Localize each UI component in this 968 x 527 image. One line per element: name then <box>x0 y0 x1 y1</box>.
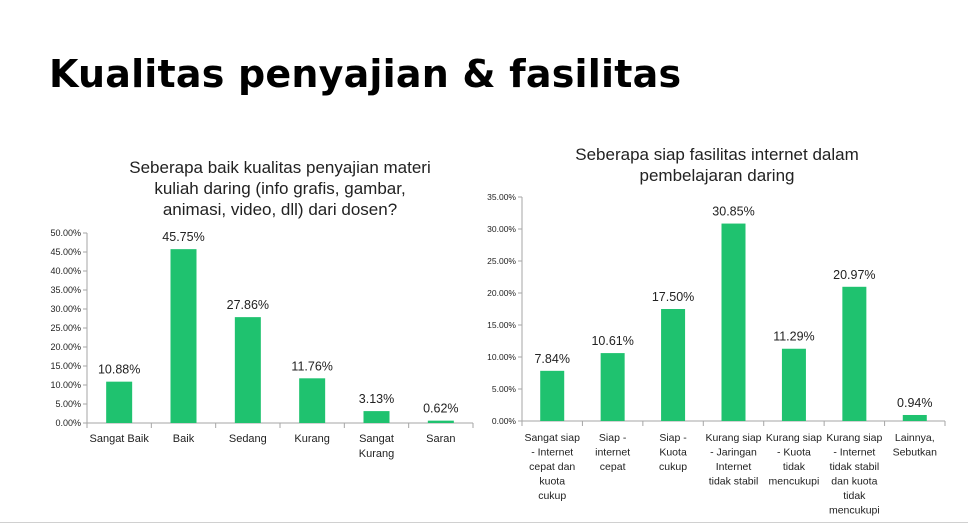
x-category-label: Saran <box>426 433 455 445</box>
bar <box>781 348 806 421</box>
y-tick-label: 45.00% <box>50 247 81 257</box>
bar <box>600 353 625 421</box>
y-tick-label: 15.00% <box>50 361 81 371</box>
chart-1-title-line: animasi, video, dll) dari dosen? <box>162 200 398 219</box>
x-category-label: kuota <box>539 476 565 488</box>
x-category-label: tidak <box>783 461 806 473</box>
x-category-label: - Kuota <box>777 447 811 459</box>
slide-divider <box>0 522 968 523</box>
bar <box>540 370 565 421</box>
x-category-label: tidak stabil <box>709 476 759 488</box>
x-category-label: internet <box>595 447 630 459</box>
bar <box>721 223 746 421</box>
x-category-label: Kurang siap <box>705 432 761 444</box>
y-tick-label: 0.00% <box>492 416 517 426</box>
chart-2-title-line: pembelajaran daring <box>639 166 795 185</box>
x-category-label: cepat <box>600 461 626 473</box>
data-label: 17.50% <box>652 290 694 304</box>
x-category-label: tidak <box>843 490 866 502</box>
bar <box>106 381 133 423</box>
x-category-label: Internet <box>716 461 752 473</box>
x-category-label: mencukupi <box>829 505 880 517</box>
x-category-label: cukup <box>538 490 566 502</box>
bar <box>299 378 326 423</box>
x-category-label: Kurang siap <box>766 432 822 444</box>
y-tick-label: 30.00% <box>50 304 81 314</box>
data-label: 30.85% <box>712 205 754 219</box>
x-category-label: Sangat siap <box>524 432 580 444</box>
data-label: 0.94% <box>897 396 932 410</box>
x-category-label: cepat dan <box>529 461 575 473</box>
chart-2-title-line: Seberapa siap fasilitas internet dalam <box>575 145 859 164</box>
data-label: 11.76% <box>291 359 332 373</box>
data-label: 10.61% <box>591 334 633 348</box>
y-tick-label: 50.00% <box>50 228 81 238</box>
bar <box>902 414 927 421</box>
x-category-label: Baik <box>173 433 195 445</box>
chart-1-title-line: kuliah daring (info grafis, gambar, <box>154 179 406 198</box>
x-category-label: - Internet <box>531 447 573 459</box>
bar <box>234 317 261 423</box>
chart-1-title: Seberapa baik kualitas penyajian materi … <box>60 157 500 220</box>
y-tick-label: 10.00% <box>50 380 81 390</box>
x-category-label: Kuota <box>659 447 687 459</box>
y-tick-label: 5.00% <box>492 384 517 394</box>
x-category-label: Lainnya, <box>895 432 935 444</box>
data-label: 45.75% <box>162 230 204 244</box>
x-category-label: Sebutkan <box>893 447 938 459</box>
x-category-label: - Jaringan <box>710 447 757 459</box>
x-category-label: dan kuota <box>831 476 877 488</box>
x-category-label: Sedang <box>229 433 267 445</box>
data-label: 20.97% <box>833 268 875 282</box>
bar <box>427 420 454 423</box>
y-tick-label: 25.00% <box>50 323 81 333</box>
data-label: 27.86% <box>227 298 269 312</box>
x-category-label: Siap - <box>599 432 627 444</box>
y-tick-label: 35.00% <box>50 285 81 295</box>
y-tick-label: 5.00% <box>55 399 81 409</box>
x-category-label: mencukupi <box>769 476 820 488</box>
data-label: 3.13% <box>359 392 394 406</box>
data-label: 0.62% <box>423 402 458 416</box>
x-category-label: Siap - <box>659 432 687 444</box>
y-tick-label: 20.00% <box>487 288 516 298</box>
x-category-label: - Internet <box>833 447 875 459</box>
x-category-label: Kurang <box>294 433 329 445</box>
data-label: 10.88% <box>98 363 140 377</box>
x-category-label: Kurang siap <box>826 432 882 444</box>
y-tick-label: 25.00% <box>487 256 516 266</box>
y-tick-label: 30.00% <box>487 224 516 234</box>
y-tick-label: 10.00% <box>487 352 516 362</box>
slide-title: Kualitas penyajian & fasilitas <box>49 52 682 96</box>
data-label: 11.29% <box>773 330 814 344</box>
data-label: 7.84% <box>534 352 569 366</box>
chart-2-title: Seberapa siap fasilitas internet dalam p… <box>487 144 947 186</box>
x-category-label: Kurang <box>359 448 394 460</box>
bar <box>170 249 197 423</box>
bar <box>363 411 390 423</box>
y-tick-label: 40.00% <box>50 266 81 276</box>
y-tick-label: 35.00% <box>487 192 516 202</box>
y-tick-label: 0.00% <box>55 418 81 428</box>
x-category-label: Sangat Baik <box>90 433 150 445</box>
x-category-label: Sangat <box>359 433 394 445</box>
y-tick-label: 20.00% <box>50 342 81 352</box>
y-tick-label: 15.00% <box>487 320 516 330</box>
x-category-label: cukup <box>659 461 687 473</box>
x-category-label: tidak stabil <box>830 461 880 473</box>
bar <box>661 309 686 421</box>
bar <box>842 286 867 421</box>
chart-1-title-line: Seberapa baik kualitas penyajian materi <box>129 158 431 177</box>
